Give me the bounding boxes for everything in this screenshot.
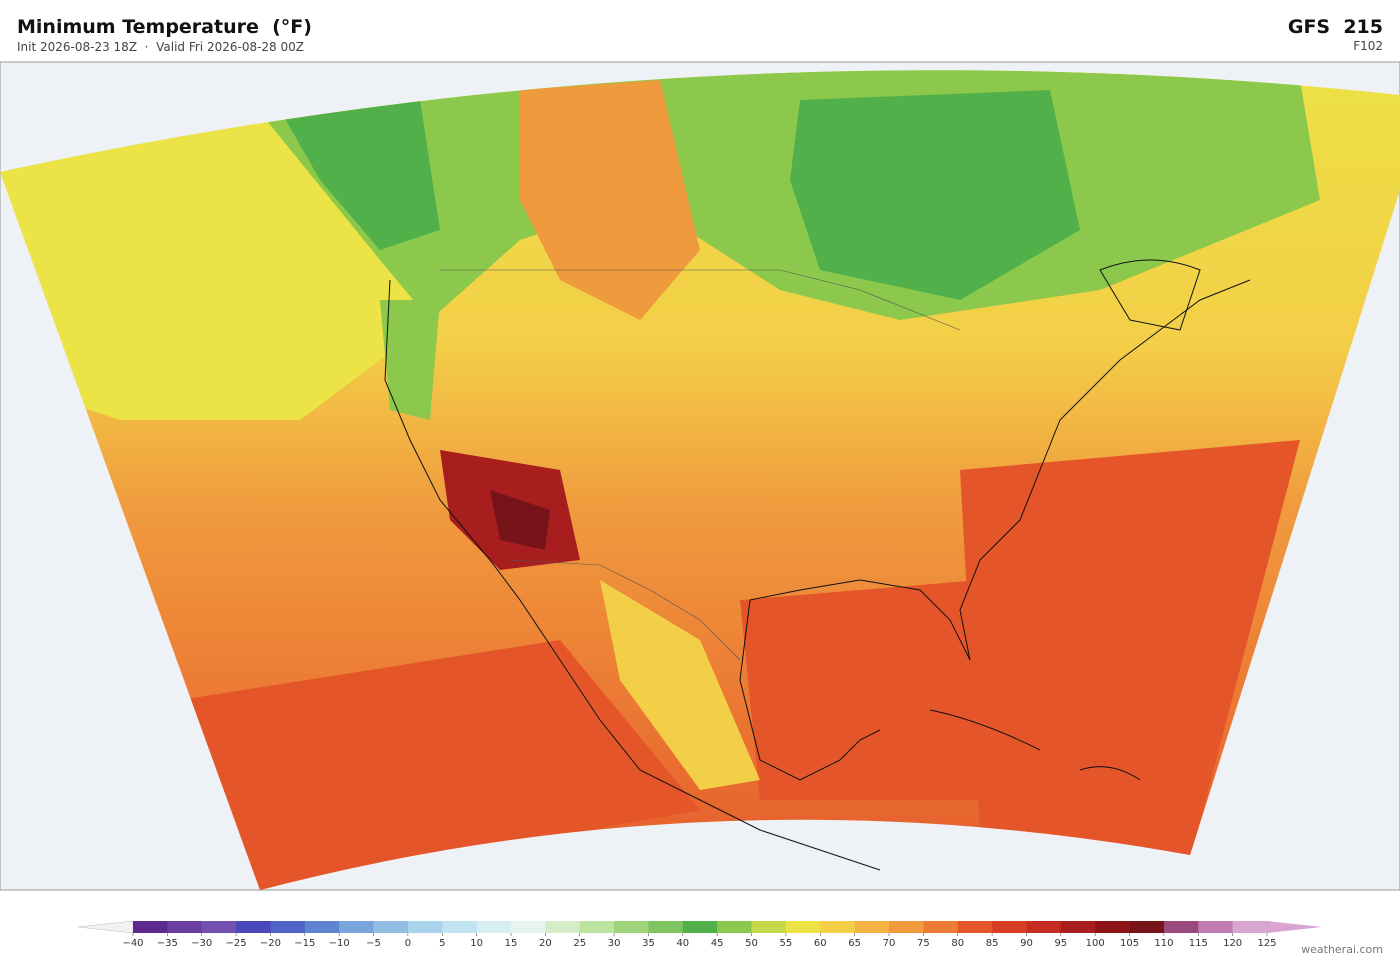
forecast-hour: F102 — [1353, 39, 1383, 53]
colorbar-tick-label: 70 — [883, 938, 896, 949]
model-name: GFS 215 — [1288, 16, 1383, 38]
colorbar: −40 −35 −30 −25 −20 −15 −10 −5 0 5 10 15 20 25 30 35 40 4… — [77, 920, 1322, 949]
colorbar-tick-label: 105 — [1120, 938, 1139, 949]
colorbar-segment — [682, 921, 718, 933]
colorbar-tick-label: 90 — [1020, 938, 1033, 949]
colorbar-segment — [511, 921, 546, 933]
colorbar-tick-label: 55 — [780, 938, 793, 949]
colorbar-segment — [889, 921, 924, 933]
map — [0, 61, 1400, 891]
colorbar-tick-label: 115 — [1189, 938, 1208, 949]
colorbar-segment — [751, 921, 787, 933]
colorbar-segment — [785, 921, 821, 933]
colorbar-tick-label: 30 — [608, 938, 621, 949]
colorbar-tick-label: 80 — [951, 938, 964, 949]
colorbar-over — [1267, 921, 1322, 933]
colorbar-segment — [442, 921, 477, 933]
colorbar-tick-label: 60 — [814, 938, 827, 949]
colorbar-tick-label: −35 — [157, 938, 178, 949]
colorbar-tick-label: 35 — [642, 938, 655, 949]
colorbar-tick-label: 45 — [711, 938, 724, 949]
colorbar-segment — [476, 921, 512, 933]
colorbar-tick-label: −5 — [366, 938, 381, 949]
colorbar-tick-label: 50 — [745, 938, 758, 949]
colorbar-segment — [579, 921, 615, 933]
colorbar-segment — [1095, 921, 1130, 933]
colorbar-segment — [373, 921, 409, 933]
colorbar-segment — [133, 921, 168, 933]
colorbar-tick-label: 85 — [986, 938, 999, 949]
coastlines — [384, 259, 1251, 871]
colorbar-segment — [957, 921, 993, 933]
colorbar-segment — [1060, 921, 1096, 933]
colorbar-tick-label: −20 — [260, 938, 281, 949]
colorbar-segment — [1198, 921, 1233, 933]
colorbar-segment — [1129, 921, 1165, 933]
colorbar-tick-label: −10 — [329, 938, 350, 949]
colorbar-tick-label: −25 — [226, 938, 247, 949]
colorbar-tick-label: 0 — [405, 938, 411, 949]
colorbar-tick-label: −30 — [191, 938, 212, 949]
colorbar-segment — [339, 921, 374, 933]
colorbar-segment — [614, 921, 649, 933]
colorbar-segment — [923, 921, 959, 933]
colorbar-under — [77, 920, 134, 934]
colorbar-tick-label: −15 — [294, 938, 315, 949]
colorbar-segment — [201, 921, 237, 933]
colorbar-tick-label: 120 — [1223, 938, 1242, 949]
run-info: Init 2026-08-23 18Z · Valid Fri 2026-08-… — [17, 40, 304, 54]
colorbar-segment — [304, 921, 340, 933]
colorbar-tick-label: 65 — [848, 938, 861, 949]
colorbar-tick-label: −40 — [122, 938, 143, 949]
colorbar-tick-label: 20 — [539, 938, 552, 949]
colorbar-tick-label: 5 — [439, 938, 445, 949]
colorbar-tick-label: 125 — [1257, 938, 1276, 949]
watermark: weatherai.com — [1301, 943, 1383, 956]
colorbar-tick-label: 110 — [1154, 938, 1173, 949]
colorbar-segment — [1026, 921, 1062, 933]
colorbar-segment — [236, 921, 271, 933]
colorbar-tick-label: 15 — [505, 938, 518, 949]
colorbar-segment — [167, 921, 203, 933]
colorbar-tick-label: 25 — [573, 938, 586, 949]
colorbar-segment — [1232, 921, 1268, 933]
temperature-field — [0, 70, 1400, 890]
colorbar-segment — [1163, 921, 1199, 933]
colorbar-segment — [545, 921, 581, 933]
colorbar-tick-label: 40 — [676, 938, 689, 949]
colorbar-tick-label: 75 — [917, 938, 930, 949]
colorbar-segment — [407, 921, 443, 933]
colorbar-segment — [854, 921, 890, 933]
colorbar-segment — [717, 921, 752, 933]
map-title: Minimum Temperature (°F) — [17, 16, 312, 38]
colorbar-segment — [820, 921, 855, 933]
colorbar-segment — [270, 921, 306, 933]
colorbar-tick-label: 100 — [1086, 938, 1105, 949]
borders — [440, 269, 961, 661]
colorbar-segment — [648, 921, 684, 933]
colorbar-tick-label: 95 — [1054, 938, 1067, 949]
colorbar-tick-label: 10 — [470, 938, 483, 949]
colorbar-segment — [992, 921, 1027, 933]
